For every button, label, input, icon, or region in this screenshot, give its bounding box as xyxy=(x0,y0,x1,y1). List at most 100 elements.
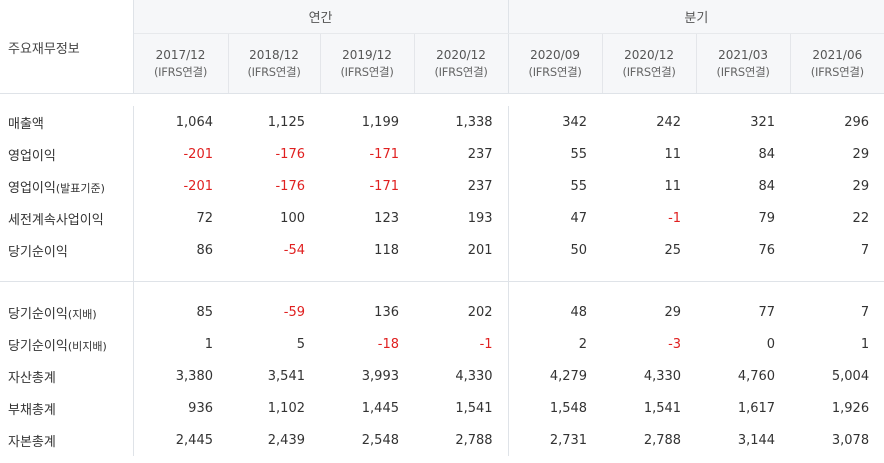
row-label-text: 영업이익 xyxy=(8,148,56,164)
row-label-suffix: (비지배) xyxy=(67,339,107,353)
value-cell: 3,993 xyxy=(361,368,399,384)
period-basis: (IFRS연결) xyxy=(434,64,488,79)
value-cell: 50 xyxy=(570,242,588,258)
table-row: 영업이익(발표기준) -201 -176 -171 237 55 11 84 29 xyxy=(0,170,884,202)
value-cell: 237 xyxy=(414,138,509,170)
row-label-text: 당기순이익 xyxy=(8,306,68,322)
value-cell: -54 xyxy=(283,242,305,258)
value-cell: 25 xyxy=(664,242,682,258)
value-cell: 2,439 xyxy=(267,432,305,448)
value-cell: 79 xyxy=(758,210,776,226)
value-cell: 242 xyxy=(656,114,682,130)
row-label-text: 매출액 xyxy=(8,116,44,132)
value-cell: 77 xyxy=(758,304,776,320)
row-label: 부채총계 xyxy=(0,392,134,424)
value-cell: 193 xyxy=(414,202,509,234)
period-date: 2017/12 xyxy=(155,47,206,62)
value-cell: 85 xyxy=(196,304,213,320)
period-date: 2018/12 xyxy=(249,47,299,62)
row-label-text: 세전계속사업이익 xyxy=(8,212,104,228)
row-label: 자본총계 xyxy=(0,424,134,456)
row-label-text: 영업이익 xyxy=(8,180,56,196)
value-cell: 11 xyxy=(664,178,682,194)
period-header: 2020/12 (IFRS연결) xyxy=(413,33,509,94)
group-quarterly-header: 분기 xyxy=(508,0,884,34)
row-label: 당기순이익(지배) xyxy=(0,296,134,328)
value-cell: 84 xyxy=(758,178,776,194)
row-label: 당기순이익 xyxy=(0,234,134,266)
value-cell: -201 xyxy=(183,146,213,162)
value-cell: 2,788 xyxy=(414,424,509,456)
value-cell: -201 xyxy=(183,178,213,194)
value-cell: 1,338 xyxy=(414,106,509,138)
row-label-text: 부채총계 xyxy=(8,402,56,418)
value-cell: 7 xyxy=(860,242,870,258)
row-label: 영업이익(발표기준) xyxy=(0,170,134,202)
value-cell: 3,380 xyxy=(175,368,213,384)
table-row: 당기순이익(지배) 85 -59 136 202 48 29 77 7 xyxy=(0,296,884,328)
period-date: 2021/03 xyxy=(718,47,768,62)
row-label-text: 자산총계 xyxy=(8,370,56,386)
value-cell: 936 xyxy=(188,400,213,416)
value-cell: 4,279 xyxy=(549,368,588,384)
period-date: 2020/12 xyxy=(624,47,674,62)
table-title: 주요재무정보 xyxy=(0,0,134,94)
value-cell: 1,926 xyxy=(831,400,870,416)
value-cell: 201 xyxy=(414,234,509,266)
row-label-text: 당기순이익 xyxy=(8,244,68,260)
row-label: 매출액 xyxy=(0,106,134,138)
value-cell: 72 xyxy=(196,210,213,226)
value-cell: 47 xyxy=(570,210,588,226)
value-cell: 2,548 xyxy=(361,432,399,448)
value-cell: 86 xyxy=(196,242,213,258)
value-cell: 1,445 xyxy=(361,400,399,416)
period-date: 2020/09 xyxy=(530,47,580,62)
period-header: 2020/09 (IFRS연결) xyxy=(507,33,603,94)
value-cell: 11 xyxy=(664,146,682,162)
value-cell: 1,125 xyxy=(267,114,305,130)
value-cell: 237 xyxy=(414,170,509,202)
value-cell: 5,004 xyxy=(831,368,870,384)
value-cell: 3,078 xyxy=(831,432,870,448)
row-label: 영업이익 xyxy=(0,138,134,170)
row-label-text: 자본총계 xyxy=(8,434,56,450)
row-label: 세전계속사업이익 xyxy=(0,202,134,234)
value-cell: 136 xyxy=(374,304,399,320)
row-label: 당기순이익(비지배) xyxy=(0,328,134,360)
group-annual-header: 연간 xyxy=(133,0,509,34)
value-cell: -176 xyxy=(275,146,305,162)
value-cell: 1,199 xyxy=(361,114,399,130)
value-cell: 1,064 xyxy=(175,114,213,130)
period-date: 2021/06 xyxy=(812,47,863,62)
period-date: 2020/12 xyxy=(436,47,486,62)
period-date: 2019/12 xyxy=(342,47,392,62)
value-cell: 4,760 xyxy=(737,368,776,384)
period-basis: (IFRS연결) xyxy=(716,64,770,79)
table-row: 영업이익 -201 -176 -171 237 55 11 84 29 xyxy=(0,138,884,170)
table-row: 당기순이익(비지배) 1 5 -18 -1 2 -3 0 1 xyxy=(0,328,884,360)
value-cell: 118 xyxy=(374,242,399,258)
period-basis: (IFRS연결) xyxy=(247,64,301,79)
value-cell: 22 xyxy=(852,210,870,226)
value-cell: -171 xyxy=(369,178,399,194)
value-cell: 1 xyxy=(204,336,213,352)
period-header: 2020/12 (IFRS연결) xyxy=(601,33,697,94)
period-basis: (IFRS연결) xyxy=(622,64,676,79)
value-cell: 55 xyxy=(570,146,588,162)
value-cell: 1,541 xyxy=(643,400,682,416)
value-cell: -59 xyxy=(283,304,305,320)
value-cell: 342 xyxy=(562,114,588,130)
value-cell: 1,102 xyxy=(267,400,305,416)
table-row: 세전계속사업이익 72 100 123 193 47 -1 79 22 xyxy=(0,202,884,234)
value-cell: 2,731 xyxy=(549,432,588,448)
value-cell: 0 xyxy=(766,336,776,352)
value-cell: -1 xyxy=(668,210,682,226)
value-cell: 5 xyxy=(296,336,305,352)
table-row: 자산총계 3,380 3,541 3,993 4,330 4,279 4,330 4,760 5… xyxy=(0,360,884,392)
value-cell: -171 xyxy=(369,146,399,162)
value-cell: 2,445 xyxy=(175,432,213,448)
value-cell: -1 xyxy=(414,328,509,360)
value-cell: 296 xyxy=(844,114,870,130)
value-cell: 29 xyxy=(852,178,870,194)
